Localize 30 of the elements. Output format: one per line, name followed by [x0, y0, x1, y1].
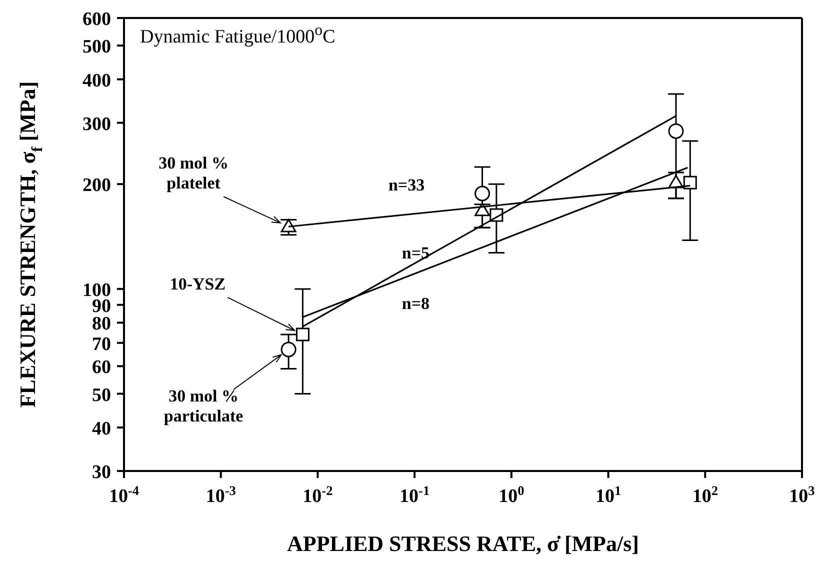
point	[474, 202, 490, 216]
y-tick-label: 40	[92, 418, 111, 440]
y-tick-label: 30	[92, 462, 111, 483]
x-tick-label: 10$^{-2}$	[302, 482, 334, 507]
y-tick-label: 500	[82, 36, 111, 58]
x-tick-label: 10$^{-4}$	[108, 482, 140, 507]
y-tick-label: 70	[92, 334, 111, 355]
text: 10-YSZ	[170, 274, 226, 294]
annotation: Dynamic Fatigue/1000$^{o}$C	[140, 22, 336, 48]
x-tick-label: 10$^{-1}$	[400, 482, 430, 507]
y-tick-label: 50	[92, 384, 111, 406]
series-label: n=8	[402, 294, 430, 314]
text: 30 mol % platelet	[158, 154, 229, 193]
x-tick-label: 10$^{2}$	[692, 482, 718, 507]
y-tick-label: 600	[82, 9, 111, 30]
y-tick-label: 60	[92, 357, 111, 378]
x-tick-label: 10$^{-3}$	[206, 482, 236, 507]
point	[280, 342, 296, 358]
point	[280, 218, 296, 232]
series-label: n=33	[388, 176, 425, 195]
legend-label: 30 mol % particulate	[164, 386, 244, 426]
y-tick-label: 200	[82, 175, 111, 196]
x-tick-label: 10$^{0}$	[498, 482, 525, 507]
x-tick-label: 10$^{3}$	[789, 482, 816, 507]
point	[474, 186, 490, 202]
y-tick-label: 300	[82, 114, 111, 135]
x-tick-label: 10$^{1}$	[595, 482, 622, 507]
point	[668, 123, 684, 139]
y-tick-label: 400	[82, 70, 111, 92]
x-axis-title: APPLIED STRESS RATE, σ̇ [MPa/s]	[287, 531, 639, 556]
